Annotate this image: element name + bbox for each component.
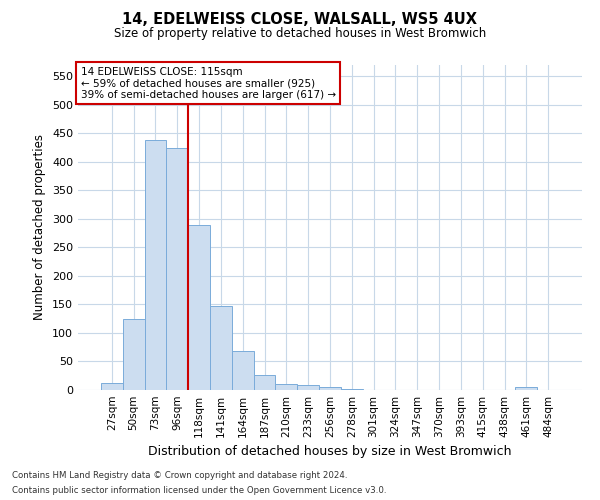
Bar <box>341 389 363 390</box>
Text: Contains HM Land Registry data © Crown copyright and database right 2024.: Contains HM Land Registry data © Crown c… <box>12 471 347 480</box>
Bar <box>188 224 210 390</box>
Bar <box>275 384 297 390</box>
Bar <box>210 306 232 390</box>
Bar <box>101 383 123 390</box>
Text: Size of property relative to detached houses in West Bromwich: Size of property relative to detached ho… <box>114 28 486 40</box>
Bar <box>254 374 275 390</box>
Text: 14 EDELWEISS CLOSE: 115sqm
← 59% of detached houses are smaller (925)
39% of sem: 14 EDELWEISS CLOSE: 115sqm ← 59% of deta… <box>80 66 335 100</box>
Bar <box>145 140 166 390</box>
X-axis label: Distribution of detached houses by size in West Bromwich: Distribution of detached houses by size … <box>148 446 512 458</box>
Text: 14, EDELWEISS CLOSE, WALSALL, WS5 4UX: 14, EDELWEISS CLOSE, WALSALL, WS5 4UX <box>122 12 478 28</box>
Bar <box>297 386 319 390</box>
Bar <box>319 387 341 390</box>
Text: Contains public sector information licensed under the Open Government Licence v3: Contains public sector information licen… <box>12 486 386 495</box>
Bar <box>123 318 145 390</box>
Bar <box>166 148 188 390</box>
Bar <box>232 351 254 390</box>
Bar <box>515 386 537 390</box>
Y-axis label: Number of detached properties: Number of detached properties <box>34 134 46 320</box>
